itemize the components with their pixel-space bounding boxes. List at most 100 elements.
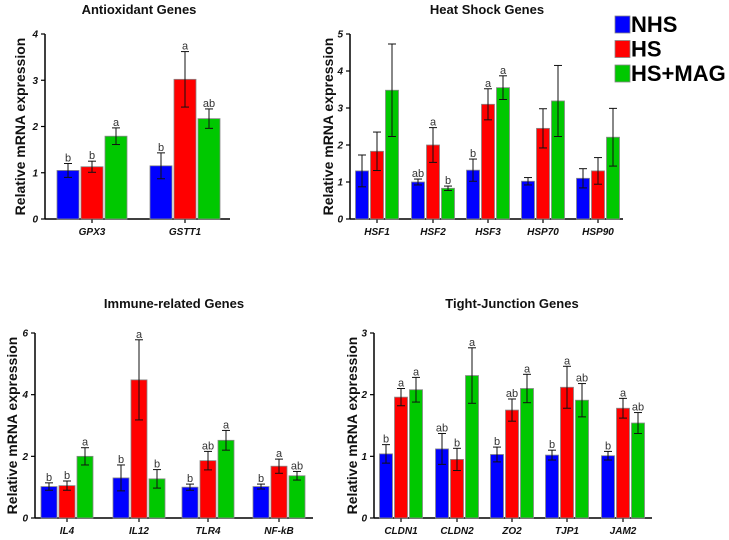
chart-panel-0: Antioxidant Genes Relative mRNA expressio… <box>12 2 230 238</box>
error-bar <box>157 152 165 180</box>
error-bar <box>554 64 562 137</box>
chart-title: Heat Shock Genes <box>430 2 544 17</box>
legend-label: HS+MAG <box>631 61 726 86</box>
significance-letter: a <box>276 448 283 460</box>
significance-letter: a <box>413 366 420 378</box>
y-axis-label: Relative mRNA expression <box>4 337 20 515</box>
y-tick-label: 0 <box>32 215 38 226</box>
bar-nhs <box>40 486 58 519</box>
significance-letter: b <box>64 470 70 482</box>
x-tick-label: GSTT1 <box>169 227 202 238</box>
chart-panel-3: Tight-Junction Genes Relative mRNA expres… <box>344 296 652 537</box>
bar-hs <box>481 103 495 220</box>
chart-panel-2: Immune-related Genes Relative mRNA expres… <box>4 296 313 537</box>
significance-letter: b <box>494 436 500 448</box>
error-bar <box>578 383 586 418</box>
error-bar <box>45 482 53 491</box>
significance-letter: b <box>89 150 95 162</box>
significance-letter: a <box>182 41 189 53</box>
significance-letter: ab <box>412 168 424 180</box>
x-tick-label: JAM2 <box>610 526 637 537</box>
x-tick-label: IL4 <box>60 526 75 537</box>
bar-hsmag <box>631 422 645 519</box>
significance-letter: a <box>398 378 405 390</box>
bar-hsmag <box>575 399 589 519</box>
bar-hs <box>394 396 408 519</box>
bar-hs <box>616 407 630 519</box>
significance-letter: b <box>549 439 555 451</box>
error-bar <box>634 412 642 435</box>
error-bar <box>604 450 612 461</box>
x-tick-label: CLDN2 <box>440 526 474 537</box>
x-tick-label: CLDN1 <box>384 526 418 537</box>
error-bar <box>397 388 405 407</box>
y-axis-label: Relative mRNA expression <box>344 337 360 515</box>
bar-nhs <box>545 454 559 519</box>
significance-letter: a <box>469 337 476 349</box>
bar-hsmag <box>197 118 221 220</box>
significance-letter: ab <box>576 373 588 385</box>
legend-label: NHS <box>631 12 677 37</box>
y-tick-label: 5 <box>337 30 343 41</box>
x-tick-label: HSP70 <box>527 227 559 238</box>
error-bar <box>579 168 587 189</box>
error-bar <box>414 178 422 186</box>
legend-item: NHS <box>614 12 677 37</box>
x-tick-label: HSF2 <box>420 227 446 238</box>
significance-letter: ab <box>291 460 303 472</box>
y-tick-label: 3 <box>32 76 38 87</box>
y-tick-label: 0 <box>22 514 28 525</box>
significance-letter: b <box>383 434 389 446</box>
bar-hsmag <box>520 388 534 519</box>
y-tick-label: 0 <box>361 514 367 525</box>
significance-letter: b <box>65 153 71 165</box>
significance-letter: a <box>485 78 492 90</box>
bar-hsmag <box>409 389 423 519</box>
error-bar <box>429 127 437 163</box>
y-tick-label: 1 <box>361 452 367 463</box>
legend-label: HS <box>631 37 662 62</box>
bar-hs <box>270 465 288 519</box>
significance-letter: ab <box>632 402 644 414</box>
error-bar <box>181 51 189 108</box>
significance-letter: b <box>470 148 476 160</box>
significance-letter: a <box>430 117 437 129</box>
bar-hsmag <box>496 87 510 220</box>
significance-letter: b <box>454 437 460 449</box>
y-tick-label: 4 <box>336 67 343 78</box>
bar-nhs <box>601 455 615 519</box>
x-tick-label: NF-kB <box>264 526 293 537</box>
error-bar <box>493 446 501 463</box>
y-tick-label: 1 <box>32 168 38 179</box>
x-tick-label: HSF3 <box>475 227 501 238</box>
error-bar <box>204 450 212 471</box>
error-bar <box>484 88 492 121</box>
y-tick-label: 2 <box>31 122 38 133</box>
significance-letter: ab <box>506 388 518 400</box>
error-bar <box>388 43 396 137</box>
bar-nhs <box>411 181 425 220</box>
error-bar <box>468 347 476 404</box>
error-bar <box>64 163 72 178</box>
error-bar <box>539 108 547 149</box>
error-bar <box>275 458 283 474</box>
error-bar <box>548 449 556 461</box>
error-bar <box>523 373 531 404</box>
x-tick-label: IL12 <box>129 526 149 537</box>
chart-title: Antioxidant Genes <box>82 2 197 17</box>
y-tick-label: 3 <box>361 329 367 340</box>
significance-letter: a <box>82 437 89 449</box>
x-tick-label: GPX3 <box>79 227 106 238</box>
error-bar <box>257 483 265 490</box>
error-bar <box>453 447 461 472</box>
x-tick-label: TJP1 <box>555 526 579 537</box>
bar-nhs <box>181 486 199 519</box>
error-bar <box>88 160 96 173</box>
significance-letter: ab <box>203 98 215 110</box>
y-tick-label: 2 <box>336 141 343 152</box>
error-bar <box>412 376 420 403</box>
error-bar <box>499 75 507 100</box>
significance-letter: a <box>113 117 120 129</box>
error-bar <box>222 429 230 451</box>
